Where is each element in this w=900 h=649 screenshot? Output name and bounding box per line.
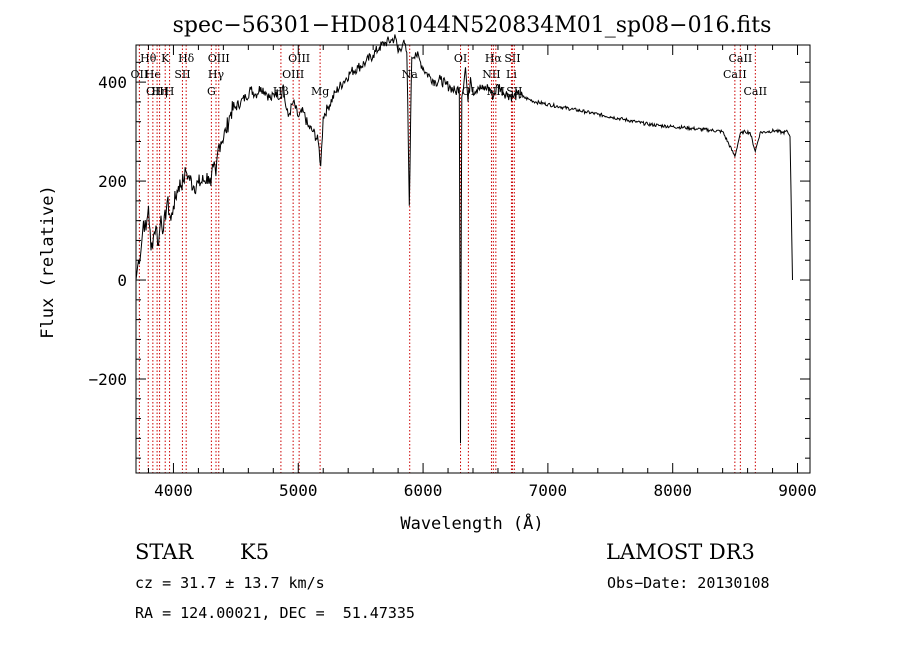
line-label: H [165,85,175,98]
spectral-line-markers: HθOIIHeOIIIHηKHSIIHδGHγOIIIHβOIIIOIIIMgN… [131,45,767,473]
y-tick-label: 0 [117,271,127,290]
line-label: SII [174,68,190,81]
line-label: Na [402,68,419,81]
line-label: He [145,68,161,81]
coordinates: RA = 124.00021, DEC = 51.47335 [135,604,415,622]
line-label: SII [504,52,520,65]
redshift-cz: cz = 31.7 ± 13.7 km/s [135,574,325,592]
line-label: Hγ [208,68,225,81]
object-subclass: K5 [240,540,270,564]
x-axis-label: Wavelength (Å) [400,512,543,534]
line-label: Hα [485,52,503,65]
line-label: OIII [288,52,310,65]
line-label: SII [506,85,522,98]
line-label: OI [454,52,467,65]
y-axis-label: Flux (relative) [38,185,58,339]
y-tick-label: 200 [98,172,127,191]
line-label: G [207,85,216,98]
x-tick-label: 8000 [653,481,692,500]
line-label: CaII [729,52,753,65]
line-label: Li [506,68,517,81]
observation-date: Obs−Date: 20130108 [607,574,770,592]
chart-title: spec−56301−HD081044N520834M01_sp08−016.f… [173,13,772,38]
line-label: CaII [723,68,747,81]
survey-name: LAMOST DR3 [606,540,755,564]
axes: 4000 5000 6000 7000 8000 9000 −200 0 200 400 [88,45,817,500]
x-tick-label: 4000 [154,481,193,500]
series-line [135,34,793,444]
line-label: Hθ [140,52,157,65]
line-label: NII [482,68,500,81]
line-label: Hδ [178,52,195,65]
line-label: CaII [743,85,767,98]
line-label: OIII [146,85,168,98]
line-label: OIII [208,52,230,65]
line-label: Hη [151,85,167,98]
line-label: OII [131,68,149,81]
x-tick-label: 9000 [778,481,817,500]
object-class: STAR [135,540,194,564]
line-label: Mg [311,85,329,98]
x-tick-label: 7000 [529,481,568,500]
series-layer [135,34,793,444]
y-tick-label: 400 [98,73,127,92]
line-label: Hβ [273,85,289,98]
line-label: K [161,52,170,65]
line-label: OIII [282,68,304,81]
x-tick-label: 5000 [279,481,318,500]
x-tick-label: 6000 [404,481,443,500]
y-tick-label: −200 [88,370,127,389]
